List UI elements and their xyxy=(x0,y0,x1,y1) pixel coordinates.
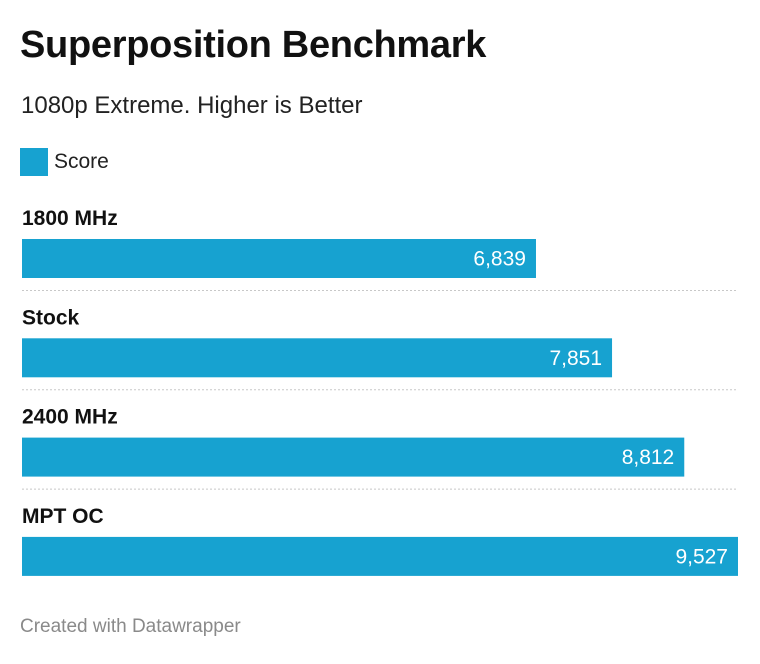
legend-swatch-icon xyxy=(20,148,48,176)
bar xyxy=(22,536,738,576)
legend: Score xyxy=(20,147,109,177)
value-label: 7,851 xyxy=(549,347,602,370)
category-label: MPT OC xyxy=(22,505,104,528)
category-label: Stock xyxy=(22,306,80,329)
bar xyxy=(22,338,613,378)
value-label: 8,812 xyxy=(622,446,675,469)
legend-label: Score xyxy=(54,150,109,173)
bar xyxy=(22,239,536,278)
category-label: 1800 MHz xyxy=(22,207,118,230)
bar xyxy=(22,437,685,477)
category-label: 2400 MHz xyxy=(22,406,118,429)
footer-credit: Created with Datawrapper xyxy=(20,616,241,637)
chart-title: Superposition Benchmark xyxy=(20,24,487,66)
value-label: 6,839 xyxy=(473,248,526,271)
value-label: 9,527 xyxy=(675,545,728,568)
chart-subtitle: 1080p Extreme. Higher is Better xyxy=(21,92,363,119)
